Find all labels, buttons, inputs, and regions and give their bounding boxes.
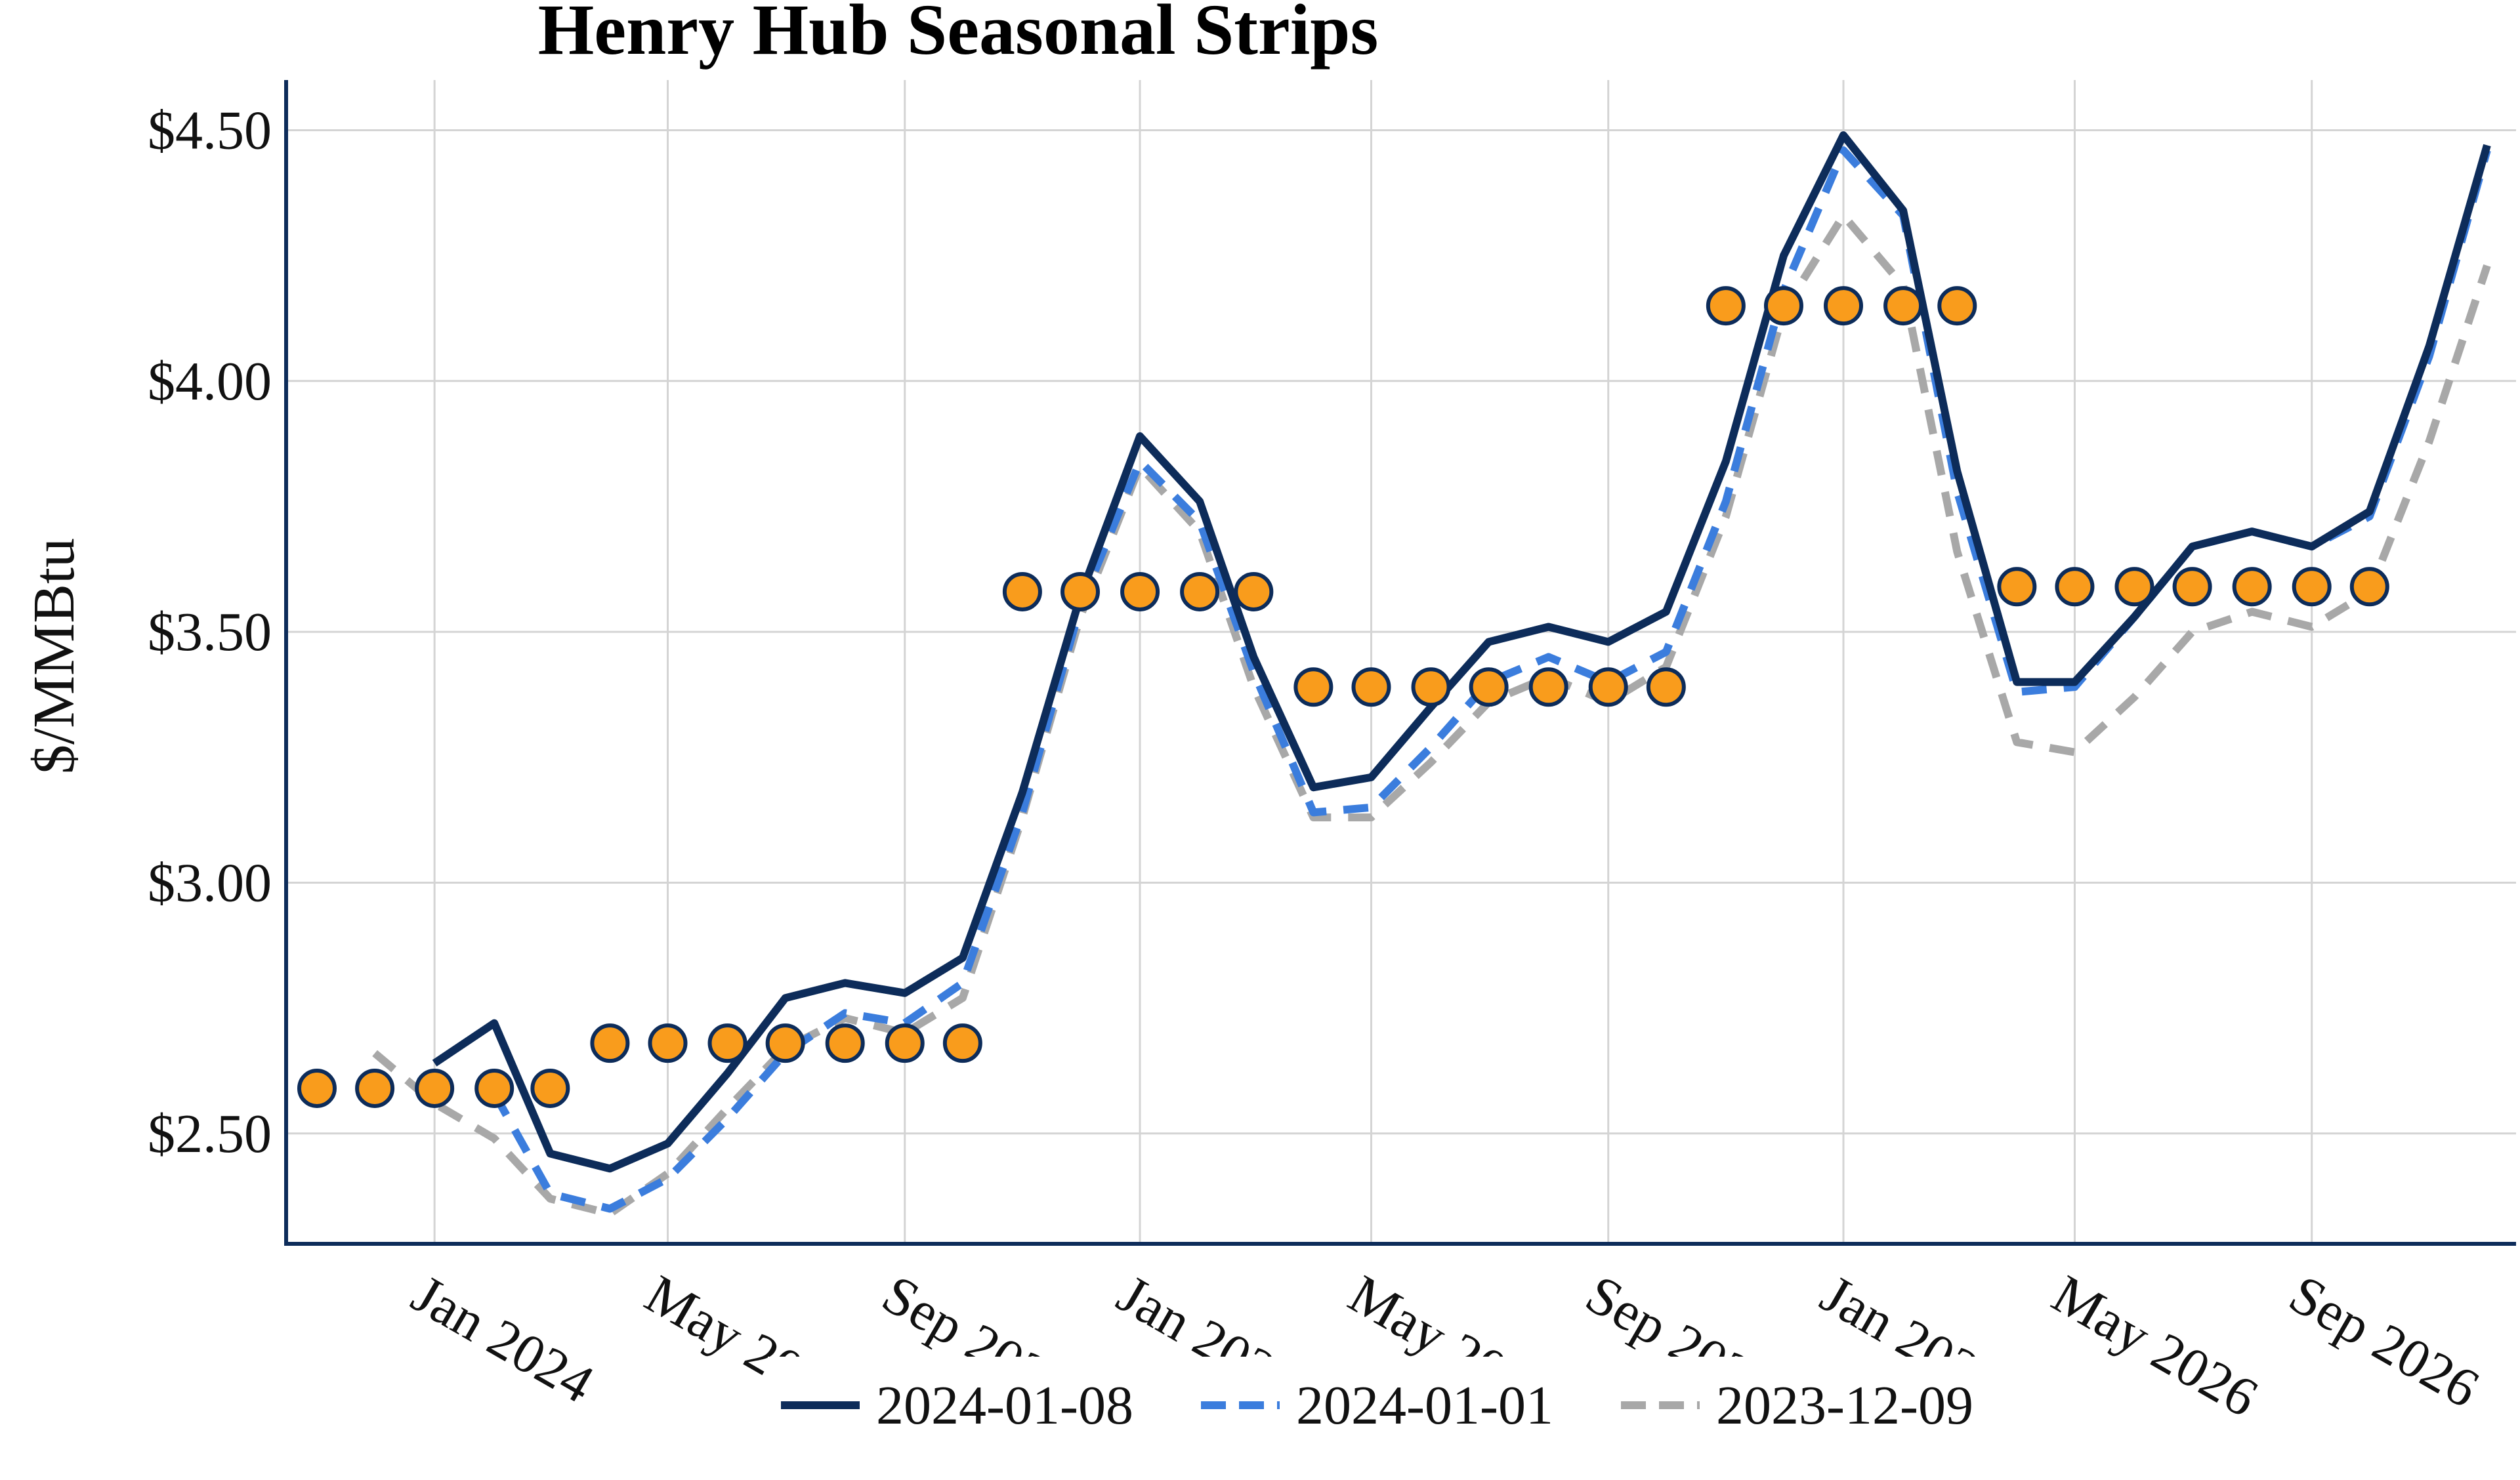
strip-marker <box>1293 667 1334 707</box>
series-line-2024-01-08 <box>432 131 2491 1173</box>
strip-marker <box>1411 667 1451 707</box>
strip-marker <box>1002 571 1042 611</box>
strip-marker <box>1883 286 1923 326</box>
strip-marker <box>1351 667 1391 707</box>
strip-marker <box>1234 571 1274 611</box>
legend-label: 2023-12-09 <box>1716 1375 1973 1436</box>
strip-marker <box>707 1023 747 1063</box>
strip-marker <box>1120 571 1160 611</box>
strip-marker <box>2292 567 2332 607</box>
strip-marker <box>1528 667 1568 707</box>
strip-marker <box>2114 567 2154 607</box>
y-tick-label: $3.50 <box>148 602 272 663</box>
strip-marker <box>474 1068 514 1108</box>
strip-marker <box>2172 567 2212 607</box>
strip-marker <box>825 1023 865 1063</box>
strip-marker <box>2349 567 2389 607</box>
strip-marker <box>885 1023 925 1063</box>
strip-marker <box>297 1068 337 1108</box>
strip-marker <box>1469 667 1509 707</box>
y-tick-label: $4.00 <box>148 351 272 412</box>
legend-background <box>768 1357 2041 1442</box>
strip-marker <box>355 1068 395 1108</box>
strip-marker <box>1824 286 1864 326</box>
strip-marker <box>2232 567 2272 607</box>
strip-marker <box>942 1023 982 1063</box>
strip-marker <box>1060 571 1101 611</box>
series-lines <box>372 131 2491 1218</box>
strip-marker <box>1646 667 1686 707</box>
y-tick-labels: $2.50 $3.00 $3.50 $4.00 $4.50 <box>148 100 272 1164</box>
axes <box>284 80 2516 1246</box>
chart-title: Henry Hub Seasonal Strips <box>538 0 1379 70</box>
y-tick-label: $4.50 <box>148 100 272 161</box>
strip-marker <box>1706 286 1746 326</box>
strip-marker <box>1588 667 1628 707</box>
strip-marker <box>1763 286 1803 326</box>
strip-marker <box>1937 286 1977 326</box>
strip-marker <box>1997 567 2037 607</box>
legend-label: 2024-01-08 <box>876 1375 1133 1436</box>
strip-marker <box>765 1023 805 1063</box>
strip-marker <box>590 1023 630 1063</box>
strip-marker <box>530 1068 570 1108</box>
gridlines <box>286 80 2516 1244</box>
y-tick-label: $2.50 <box>148 1103 272 1164</box>
strip-marker <box>1180 571 1220 611</box>
strip-marker <box>415 1068 455 1108</box>
strip-marker <box>648 1023 688 1063</box>
y-axis-title: $/MMBtu <box>22 538 87 774</box>
series-line-2023-12-09 <box>372 211 2491 1218</box>
strip-markers <box>297 286 2389 1108</box>
strip-marker <box>2055 567 2095 607</box>
y-tick-label: $3.00 <box>148 852 272 913</box>
legend-label: 2024-01-01 <box>1296 1375 1553 1436</box>
legend: 2024-01-08 2024-01-01 2023-12-09 <box>768 1357 2041 1442</box>
